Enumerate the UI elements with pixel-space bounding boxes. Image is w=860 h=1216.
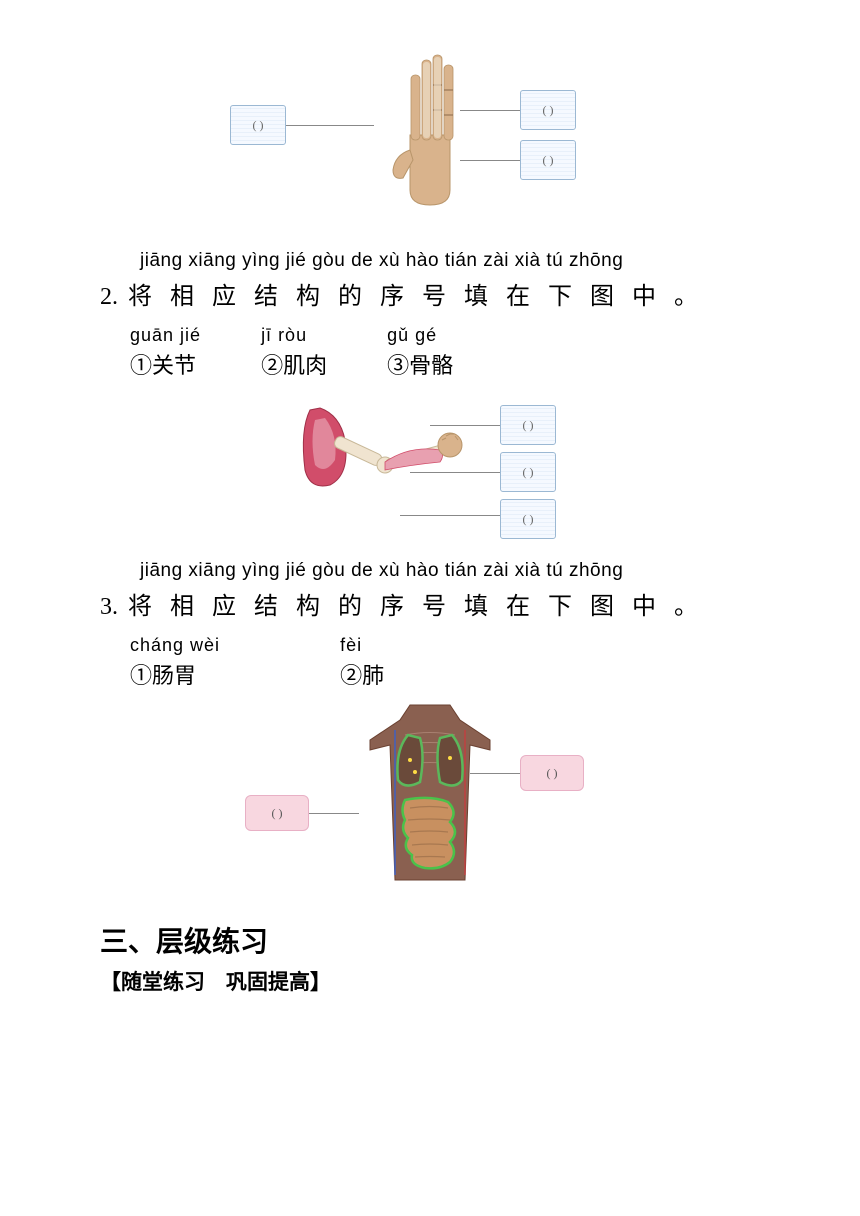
q2-opt2-pinyin: jī ròu — [261, 325, 307, 346]
q3-opt1-pinyin: cháng wèi — [130, 635, 220, 656]
hand-lead-right-bottom — [460, 160, 520, 161]
hand-diagram: ( ) ( ) ( ) — [100, 40, 760, 220]
q2-opt3-label: ③骨骼 — [387, 348, 453, 380]
q3-pinyin: jiāng xiāng yìng jié gòu de xù hào tián … — [140, 560, 760, 582]
hand-lead-left — [286, 125, 374, 126]
hand-answer-box-right-top[interactable]: ( ) — [520, 90, 576, 130]
arm-lead-1 — [430, 425, 500, 426]
q2-number: 2. — [100, 284, 118, 311]
q2-opt1-label: ①关节 — [130, 348, 196, 380]
torso-diagram: ( ) ( ) — [100, 700, 760, 900]
torso-illustration — [350, 700, 510, 895]
q2-text: 将相应结构的序号填在下图中。 — [128, 276, 716, 311]
arm-lead-3 — [400, 515, 500, 516]
q3-opt1-label: ①肠胃 — [130, 658, 196, 690]
hand-diagram-section: ( ) ( ) ( ) — [100, 40, 760, 220]
q2-option-1: guān jié ①关节 — [130, 325, 201, 380]
hand-illustration — [365, 40, 495, 215]
q2-opt1-pinyin: guān jié — [130, 325, 201, 346]
q2-option-2: jī ròu ②肌肉 — [261, 325, 327, 380]
arm-answer-box-2[interactable]: ( ) — [500, 452, 556, 492]
q3-opt2-label: ②肺 — [340, 658, 384, 690]
arm-diagram: ( ) ( ) ( ) — [100, 390, 760, 560]
torso-lead-right — [470, 773, 520, 774]
q2-pinyin: jiāng xiāng yìng jié gòu de xù hào tián … — [140, 250, 760, 272]
question-2: jiāng xiāng yìng jié gòu de xù hào tián … — [100, 250, 760, 560]
torso-answer-box-right[interactable]: ( ) — [520, 755, 584, 791]
section-3-header: 三、层级练习 — [100, 920, 760, 960]
hand-answer-box-right-bottom[interactable]: ( ) — [520, 140, 576, 180]
arm-lead-2 — [410, 472, 500, 473]
section-3-subheader: 【随堂练习 巩固提高】 — [100, 966, 760, 996]
torso-answer-box-left[interactable]: ( ) — [245, 795, 309, 831]
q3-opt2-pinyin: fèi — [340, 635, 362, 656]
q2-option-3: gǔ gé ③骨骼 — [387, 325, 453, 380]
q3-text: 将相应结构的序号填在下图中。 — [128, 586, 716, 621]
q3-number: 3. — [100, 594, 118, 621]
q2-opt3-pinyin: gǔ gé — [387, 325, 437, 346]
arm-illustration — [290, 390, 490, 545]
q3-option-2: fèi ②肺 — [340, 635, 384, 690]
question-3: jiāng xiāng yìng jié gòu de xù hào tián … — [100, 560, 760, 900]
hand-answer-box-left[interactable]: ( ) — [230, 105, 286, 145]
q2-opt2-label: ②肌肉 — [261, 348, 327, 380]
q3-line: 3. 将相应结构的序号填在下图中。 — [100, 586, 760, 621]
hand-lead-right-top — [460, 110, 520, 111]
q2-options: guān jié ①关节 jī ròu ②肌肉 gǔ gé ③骨骼 — [130, 325, 760, 380]
q2-line: 2. 将相应结构的序号填在下图中。 — [100, 276, 760, 311]
q3-options: cháng wèi ①肠胃 fèi ②肺 — [130, 635, 760, 690]
torso-lead-left — [309, 813, 359, 814]
q3-option-1: cháng wèi ①肠胃 — [130, 635, 220, 690]
arm-answer-box-3[interactable]: ( ) — [500, 499, 556, 539]
arm-answer-box-1[interactable]: ( ) — [500, 405, 556, 445]
